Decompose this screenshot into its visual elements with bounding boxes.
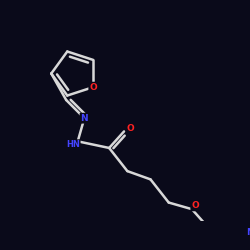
Text: N: N: [246, 228, 250, 237]
Text: O: O: [127, 124, 134, 132]
Text: N: N: [80, 114, 88, 123]
Text: HN: HN: [66, 140, 80, 149]
Text: O: O: [89, 83, 97, 92]
Text: O: O: [191, 201, 199, 210]
